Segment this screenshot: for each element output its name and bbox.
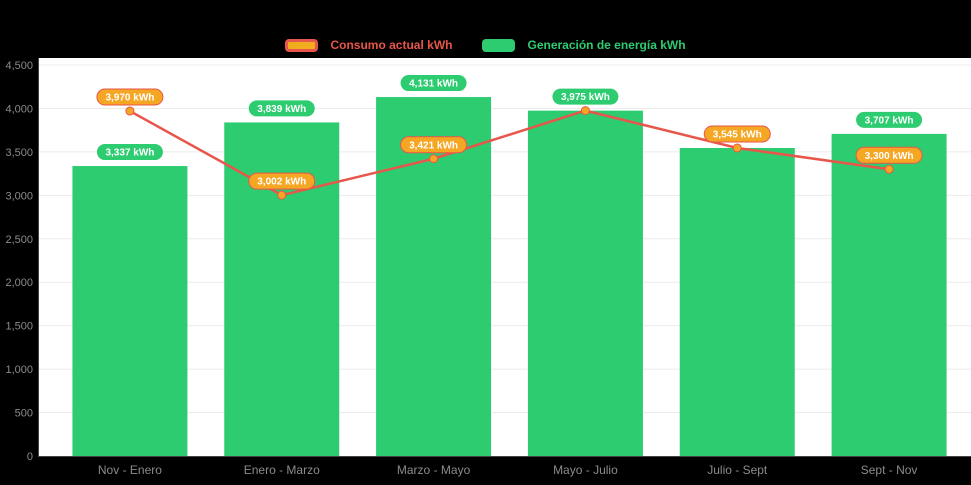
consumption-point-3[interactable]: [580, 106, 590, 116]
legend-label-consumo: Consumo actual kWh: [330, 38, 453, 52]
x-axis-category-label: Nov - Enero: [98, 463, 162, 477]
x-axis-category-label: Julio - Sept: [707, 463, 768, 477]
generation-bar-4[interactable]: [679, 147, 795, 456]
generation-swatch-icon: [482, 38, 516, 52]
legend-label-generacion: Generación de energía kWh: [527, 38, 686, 52]
consumption-point-2[interactable]: [429, 154, 439, 164]
legend-item-consumo[interactable]: Consumo actual kWh: [285, 38, 452, 52]
svg-text:3,707 kWh: 3,707 kWh: [865, 115, 914, 126]
legend-item-generacion[interactable]: Generación de energía kWh: [482, 38, 686, 52]
svg-text:3,300 kWh: 3,300 kWh: [865, 151, 914, 162]
y-axis-tick-label: 1,000: [5, 364, 33, 376]
x-axis-category-label: Enero - Marzo: [244, 463, 320, 477]
consumption-point-4[interactable]: [732, 143, 742, 153]
consumption-point-0[interactable]: [125, 106, 135, 116]
svg-text:3,545 kWh: 3,545 kWh: [713, 129, 762, 140]
svg-text:3,975 kWh: 3,975 kWh: [561, 92, 610, 103]
consumption-point-1[interactable]: [277, 190, 287, 200]
generation-badge-1: 3,839 kWh: [248, 100, 315, 117]
svg-text:3,970 kWh: 3,970 kWh: [105, 93, 154, 104]
consumption-point-5[interactable]: [884, 164, 894, 174]
y-axis-tick-label: 4,500: [5, 60, 33, 72]
y-axis-tick-label: 2,500: [5, 234, 33, 246]
y-axis-tick-label: 4,000: [5, 103, 33, 115]
generation-badge-2: 4,131 kWh: [400, 75, 467, 92]
legend: Consumo actual kWh Generación de energía…: [0, 38, 971, 52]
y-axis-tick-label: 3,500: [5, 147, 33, 159]
plot-area: [38, 58, 971, 456]
consumption-badge-4: 3,545 kWh: [703, 125, 771, 143]
y-axis-tick-label: 2,000: [5, 277, 33, 289]
generation-badge-5: 3,707 kWh: [856, 111, 923, 128]
y-axis-tick-label: 3,000: [5, 190, 33, 202]
svg-text:3,839 kWh: 3,839 kWh: [257, 104, 306, 115]
x-axis-category-label: Sept - Nov: [861, 463, 918, 477]
svg-text:4,131 kWh: 4,131 kWh: [409, 79, 458, 90]
generation-bar-0[interactable]: [72, 166, 188, 457]
svg-text:3,002 kWh: 3,002 kWh: [257, 177, 306, 188]
generation-badge-3: 3,975 kWh: [552, 88, 619, 105]
x-axis-category-label: Marzo - Mayo: [397, 463, 471, 477]
consumption-badge-5: 3,300 kWh: [855, 146, 923, 164]
consumption-badge-1: 3,002 kWh: [248, 172, 316, 190]
svg-text:3,337 kWh: 3,337 kWh: [105, 148, 154, 159]
consumption-badge-2: 3,421 kWh: [400, 136, 468, 154]
consumption-badge-0: 3,970 kWh: [96, 88, 164, 106]
generation-bar-5[interactable]: [831, 133, 947, 456]
generation-badge-0: 3,337 kWh: [96, 144, 163, 161]
svg-text:3,421 kWh: 3,421 kWh: [409, 140, 458, 151]
consumption-swatch-icon: [285, 38, 319, 52]
generation-bar-3[interactable]: [527, 110, 643, 456]
x-axis-category-label: Mayo - Julio: [553, 463, 618, 477]
y-axis-tick-label: 0: [27, 451, 33, 463]
y-axis-tick-label: 1,500: [5, 321, 33, 333]
y-axis-tick-label: 500: [15, 408, 33, 420]
